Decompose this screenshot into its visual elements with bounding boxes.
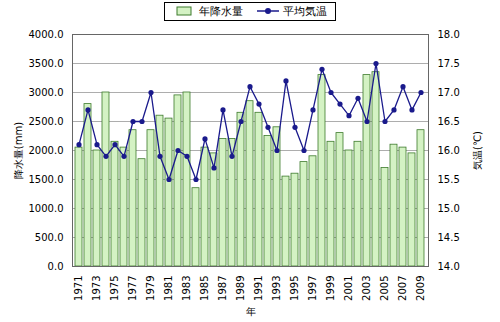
svg-text:1971: 1971 <box>73 276 84 301</box>
svg-text:1000.0: 1000.0 <box>29 203 64 214</box>
svg-text:2007: 2007 <box>397 276 408 301</box>
svg-text:1987: 1987 <box>217 276 228 301</box>
svg-text:1999: 1999 <box>325 276 336 301</box>
svg-text:気温(℃): 気温(℃) <box>472 131 483 170</box>
html-text:平均気温: 平均気温 <box>283 4 327 18</box>
svg-text:1993: 1993 <box>271 276 282 301</box>
svg-text:1991: 1991 <box>253 276 264 301</box>
svg-text:1979: 1979 <box>145 276 156 301</box>
svg-text:1983: 1983 <box>181 276 192 301</box>
svg-text:1989: 1989 <box>235 276 246 301</box>
svg-text:1977: 1977 <box>127 276 138 301</box>
svg-text:1995: 1995 <box>289 276 300 301</box>
svg-text:500.0: 500.0 <box>35 232 64 243</box>
svg-text:16.0: 16.0 <box>438 145 460 156</box>
svg-text:1975: 1975 <box>109 276 120 301</box>
svg-text:15.0: 15.0 <box>438 203 460 214</box>
svg-text:降水量(mm): 降水量(mm) <box>13 122 24 179</box>
svg-text:16.5: 16.5 <box>438 116 460 127</box>
svg-text:17.0: 17.0 <box>438 87 460 98</box>
svg-text:1981: 1981 <box>163 276 174 301</box>
svg-text:1500.0: 1500.0 <box>29 174 64 185</box>
svg-text:年: 年 <box>246 306 256 317</box>
svg-text:1997: 1997 <box>307 276 318 301</box>
svg-text:2005: 2005 <box>379 276 390 301</box>
svg-text:2001: 2001 <box>343 276 354 301</box>
svg-text:14.0: 14.0 <box>438 261 460 272</box>
svg-text:1985: 1985 <box>199 276 210 301</box>
svg-text:15.5: 15.5 <box>438 174 460 185</box>
svg-text:18.0: 18.0 <box>438 29 460 40</box>
svg-text:14.5: 14.5 <box>438 232 460 243</box>
svg-text:0.0: 0.0 <box>48 261 64 272</box>
svg-text:17.5: 17.5 <box>438 58 460 69</box>
svg-text:2003: 2003 <box>361 276 372 301</box>
svg-text:4000.0: 4000.0 <box>29 29 64 40</box>
svg-text:2000.0: 2000.0 <box>29 145 64 156</box>
html-text:年降水量: 年降水量 <box>199 4 243 18</box>
svg-text:2009: 2009 <box>415 276 426 301</box>
svg-text:2500.0: 2500.0 <box>29 116 64 127</box>
svg-text:3500.0: 3500.0 <box>29 58 64 69</box>
svg-text:1973: 1973 <box>91 276 102 301</box>
svg-text:3000.0: 3000.0 <box>29 87 64 98</box>
